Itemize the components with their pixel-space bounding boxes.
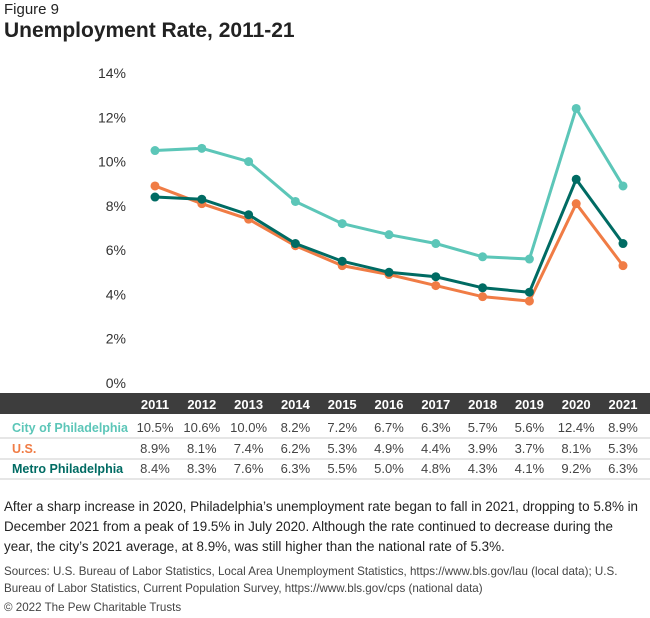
data-label: 6.3% bbox=[608, 461, 638, 476]
data-label: 6.3% bbox=[421, 420, 451, 435]
x-tick-label: 2020 bbox=[562, 397, 591, 412]
data-point bbox=[384, 230, 394, 240]
data-point bbox=[571, 199, 581, 209]
y-tick-label: 14% bbox=[98, 65, 126, 81]
y-tick-label: 4% bbox=[106, 286, 126, 302]
data-label: 5.3% bbox=[327, 441, 357, 456]
data-label: 4.8% bbox=[421, 461, 451, 476]
data-label: 5.7% bbox=[468, 420, 498, 435]
data-label: 8.4% bbox=[140, 461, 170, 476]
data-point bbox=[478, 283, 488, 293]
data-label: 10.0% bbox=[230, 420, 267, 435]
x-tick-label: 2013 bbox=[234, 397, 263, 412]
x-tick-label: 2015 bbox=[328, 397, 357, 412]
data-point bbox=[244, 210, 254, 220]
data-label: 8.9% bbox=[140, 441, 170, 456]
x-tick-label: 2011 bbox=[141, 397, 169, 412]
data-point bbox=[524, 296, 534, 306]
x-tick-label: 2018 bbox=[468, 397, 497, 412]
table-header bbox=[0, 393, 650, 414]
data-label: 5.6% bbox=[515, 420, 545, 435]
data-label: 8.1% bbox=[561, 441, 591, 456]
data-point bbox=[478, 292, 488, 302]
data-point bbox=[478, 252, 488, 262]
data-point bbox=[244, 157, 254, 167]
y-tick-label: 6% bbox=[106, 242, 126, 258]
chart-title: Unemployment Rate, 2011-21 bbox=[4, 19, 295, 42]
data-label: 8.9% bbox=[608, 420, 638, 435]
x-tick-label: 2012 bbox=[187, 397, 216, 412]
x-tick-label: 2014 bbox=[281, 397, 311, 412]
data-point bbox=[618, 181, 628, 191]
data-point bbox=[431, 281, 441, 291]
data-label: 6.3% bbox=[281, 461, 311, 476]
data-label: 6.7% bbox=[374, 420, 404, 435]
data-label: 5.0% bbox=[374, 461, 404, 476]
data-label: 12.4% bbox=[558, 420, 595, 435]
data-label: 5.3% bbox=[608, 441, 638, 456]
figure-label: Figure 9 bbox=[4, 1, 60, 18]
data-point bbox=[290, 196, 300, 206]
data-point bbox=[524, 287, 534, 297]
y-tick-label: 10% bbox=[98, 154, 126, 170]
y-tick-label: 8% bbox=[106, 198, 126, 214]
data-point bbox=[571, 174, 581, 184]
legend-row-label: U.S. bbox=[12, 442, 36, 456]
data-label: 3.9% bbox=[468, 441, 498, 456]
line-chart: 0% 2% 4% 6% 8% 10% 12% 14% 2011 2012 2013 2014 2015 2… bbox=[0, 65, 650, 480]
data-point bbox=[150, 181, 160, 191]
data-label: 7.6% bbox=[234, 461, 264, 476]
data-point bbox=[524, 254, 534, 264]
data-point bbox=[150, 192, 160, 202]
data-point bbox=[337, 219, 347, 229]
data-label: 8.2% bbox=[281, 420, 311, 435]
data-label: 4.9% bbox=[374, 441, 404, 456]
data-label: 8.1% bbox=[187, 441, 217, 456]
data-point bbox=[150, 146, 160, 156]
data-label: 5.5% bbox=[327, 461, 357, 476]
x-tick-label: 2017 bbox=[421, 397, 450, 412]
sources: Sources: U.S. Bureau of Labor Statistics… bbox=[4, 565, 618, 595]
data-label: 10.6% bbox=[183, 420, 220, 435]
legend-row-label: City of Philadelphia bbox=[12, 421, 129, 435]
data-label: 4.3% bbox=[468, 461, 498, 476]
data-label: 7.4% bbox=[234, 441, 264, 456]
x-tick-label: 2019 bbox=[515, 397, 544, 412]
data-label: 4.1% bbox=[515, 461, 545, 476]
copyright: © 2022 The Pew Charitable Trusts bbox=[4, 601, 182, 614]
data-point bbox=[197, 143, 207, 153]
data-label: 6.2% bbox=[281, 441, 311, 456]
x-tick-label: 2021 bbox=[609, 397, 638, 412]
data-label: 8.3% bbox=[187, 461, 217, 476]
data-point bbox=[337, 256, 347, 266]
data-point bbox=[384, 267, 394, 277]
y-tick-label: 12% bbox=[98, 109, 126, 125]
data-point bbox=[197, 194, 207, 204]
legend-row-label: Metro Philadelphia bbox=[12, 462, 124, 476]
description: After a sharp increase in 2020, Philadel… bbox=[4, 499, 638, 554]
data-label: 4.4% bbox=[421, 441, 451, 456]
data-point bbox=[618, 261, 628, 271]
data-label: 3.7% bbox=[515, 441, 545, 456]
series-line-1 bbox=[154, 184, 625, 303]
data-point bbox=[431, 272, 441, 282]
data-label: 10.5% bbox=[137, 420, 174, 435]
y-tick-label: 2% bbox=[106, 331, 126, 347]
data-point bbox=[290, 239, 300, 249]
y-tick-label: 0% bbox=[106, 375, 126, 391]
data-point bbox=[571, 103, 581, 113]
data-point bbox=[618, 239, 628, 249]
data-label: 7.2% bbox=[327, 420, 357, 435]
data-point bbox=[431, 239, 441, 249]
data-label: 9.2% bbox=[561, 461, 591, 476]
x-tick-label: 2016 bbox=[375, 397, 404, 412]
